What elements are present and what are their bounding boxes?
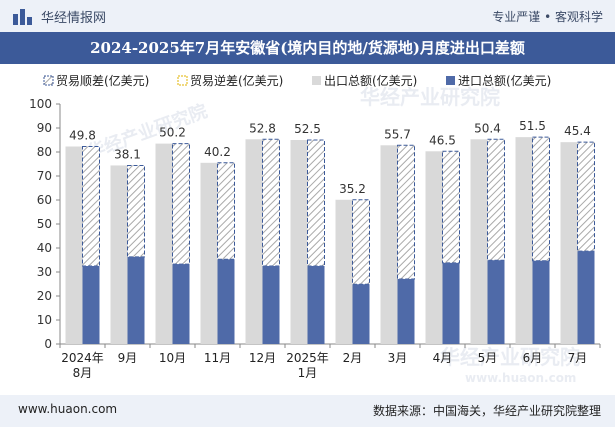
header-bar: 华经情报网 专业严谨 • 客观科学 (0, 0, 615, 32)
chart: 华经产业研究院华经产业研究院华经产业研究院www.huaon.com贸易顺差(亿… (29, 73, 601, 385)
title-bar: 2024-2025年7月年安徽省(境内目的地/货源地)月度进出口差额 (0, 32, 615, 64)
x-tick-label: 10月 (159, 351, 186, 365)
x-tick-label: 8月 (73, 366, 93, 380)
watermark-text: 华经产业研究院 (440, 345, 580, 369)
surplus-data-label: 38.1 (114, 147, 141, 161)
export-bar (335, 199, 353, 344)
import-bar (487, 260, 505, 344)
tagline: 专业严谨 • 客观科学 (492, 10, 603, 24)
x-tick-label: 3月 (388, 351, 408, 365)
footer-bar: www.huaon.com 数据来源：中国海关，华经产业研究院整理 (0, 395, 615, 427)
surplus-bar (577, 141, 595, 252)
import-bar (397, 278, 415, 344)
surplus-bar (127, 164, 145, 258)
y-tick-label: 0 (44, 337, 52, 351)
x-tick-label: 2025年 (286, 351, 329, 365)
footer-url[interactable]: www.huaon.com (18, 402, 118, 416)
surplus-data-label: 55.7 (384, 127, 411, 141)
surplus-data-label: 52.8 (249, 121, 276, 135)
x-tick-label: 12月 (249, 351, 276, 365)
surplus-bar (532, 136, 550, 262)
y-tick-label: 30 (37, 265, 52, 279)
import-bar (127, 256, 145, 344)
export-bar (290, 140, 308, 344)
surplus-bar (172, 143, 190, 265)
x-tick-label: 11月 (204, 351, 231, 365)
site-name[interactable]: 华经情报网 (41, 11, 107, 26)
x-tick-label: 6月 (523, 351, 543, 365)
legend-label: 进口总额(亿美元) (458, 73, 551, 88)
export-bar (380, 145, 398, 344)
y-tick-label: 50 (37, 217, 52, 231)
surplus-data-label: 52.5 (294, 122, 321, 136)
x-tick-label: 4月 (433, 351, 453, 365)
watermark-text: 华经产业研究院 (360, 85, 500, 109)
y-tick-label: 70 (37, 169, 52, 183)
surplus-bar (397, 144, 415, 280)
y-tick-label: 20 (37, 289, 52, 303)
import-bar (262, 266, 280, 344)
export-bar (110, 165, 128, 344)
surplus-data-label: 51.5 (519, 119, 546, 133)
export-bar (425, 151, 443, 344)
surplus-data-label: 40.2 (204, 145, 231, 159)
legend-swatch-surplus (43, 75, 54, 86)
export-bar (470, 139, 488, 344)
legend-swatch-export (312, 76, 321, 85)
surplus-bar (217, 162, 235, 260)
surplus-data-label: 35.2 (339, 182, 366, 196)
surplus-data-label: 50.2 (159, 126, 186, 140)
footer-source: 数据来源：中国海关，华经产业研究院整理 (372, 404, 601, 418)
import-bar (532, 260, 550, 344)
legend-label: 贸易逆差(亿美元) (190, 73, 283, 88)
watermark-text: 华经产业研究院 (84, 100, 210, 164)
x-tick-label: 9月 (118, 351, 138, 365)
surplus-bar (352, 199, 370, 285)
import-bar (217, 259, 235, 344)
legend-label: 贸易顺差(亿美元) (56, 73, 149, 88)
x-tick-label: 2月 (343, 351, 363, 365)
surplus-data-label: 45.4 (564, 124, 591, 138)
surplus-bar (307, 139, 325, 267)
import-bar (442, 262, 460, 344)
y-tick-label: 90 (37, 121, 52, 135)
export-bar (515, 137, 533, 344)
watermark-url: www.huaon.com (465, 371, 576, 385)
x-tick-label: 5月 (478, 351, 498, 365)
legend-swatch-deficit (177, 75, 188, 86)
export-bar (245, 139, 263, 344)
import-bar (352, 284, 370, 344)
export-bar (200, 162, 218, 344)
export-bar (155, 143, 173, 344)
import-bar (172, 264, 190, 344)
y-tick-label: 60 (37, 193, 52, 207)
export-bar (65, 146, 83, 344)
x-tick-label: 2024年 (61, 351, 104, 365)
legend-label: 出口总额(亿美元) (324, 73, 417, 88)
y-tick-label: 80 (37, 145, 52, 159)
surplus-data-label: 49.8 (69, 128, 96, 142)
legend-swatch-import (446, 76, 455, 85)
huajing-logo-icon (13, 9, 32, 25)
y-tick-label: 40 (37, 241, 52, 255)
surplus-bar (82, 145, 100, 267)
import-bar (577, 251, 595, 344)
surplus-data-label: 50.4 (474, 121, 501, 135)
import-bar (82, 266, 100, 344)
x-tick-label: 7月 (568, 351, 588, 365)
y-tick-label: 100 (29, 97, 52, 111)
y-tick-label: 10 (37, 313, 52, 327)
surplus-data-label: 46.5 (429, 133, 456, 147)
surplus-bar (442, 150, 460, 264)
x-tick-label: 1月 (298, 366, 318, 380)
chart-title: 2024-2025年7月年安徽省(境内目的地/货源地)月度进出口差额 (90, 39, 525, 57)
import-bar (307, 266, 325, 344)
surplus-bar (262, 138, 280, 267)
surplus-bar (487, 138, 505, 261)
export-bar (560, 142, 578, 344)
